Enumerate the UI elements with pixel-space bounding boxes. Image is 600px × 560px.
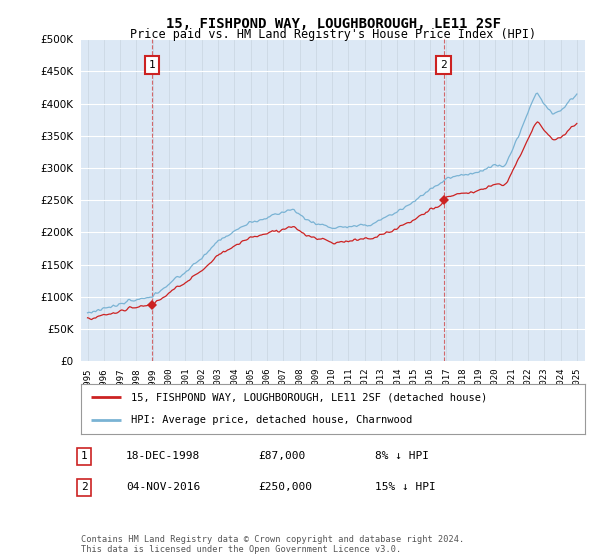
Text: Contains HM Land Registry data © Crown copyright and database right 2024.
This d: Contains HM Land Registry data © Crown c… <box>81 535 464 554</box>
Text: 1: 1 <box>149 60 155 70</box>
Text: £250,000: £250,000 <box>258 482 312 492</box>
Text: 18-DEC-1998: 18-DEC-1998 <box>126 451 200 461</box>
Text: 15% ↓ HPI: 15% ↓ HPI <box>375 482 436 492</box>
Text: 2: 2 <box>440 60 447 70</box>
Text: Price paid vs. HM Land Registry's House Price Index (HPI): Price paid vs. HM Land Registry's House … <box>130 28 536 41</box>
Text: 8% ↓ HPI: 8% ↓ HPI <box>375 451 429 461</box>
Text: 04-NOV-2016: 04-NOV-2016 <box>126 482 200 492</box>
Text: 1: 1 <box>80 451 88 461</box>
Text: HPI: Average price, detached house, Charnwood: HPI: Average price, detached house, Char… <box>131 416 413 426</box>
Text: 2: 2 <box>80 482 88 492</box>
Text: £87,000: £87,000 <box>258 451 305 461</box>
Text: 15, FISHPOND WAY, LOUGHBOROUGH, LE11 2SF: 15, FISHPOND WAY, LOUGHBOROUGH, LE11 2SF <box>166 17 500 31</box>
Text: 15, FISHPOND WAY, LOUGHBOROUGH, LE11 2SF (detached house): 15, FISHPOND WAY, LOUGHBOROUGH, LE11 2SF… <box>131 392 488 402</box>
